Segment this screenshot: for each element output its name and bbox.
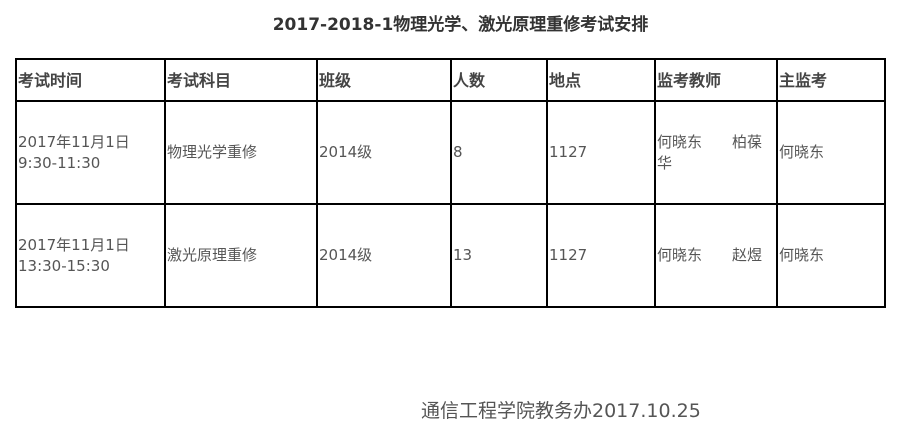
count-cell: 8 bbox=[450, 100, 548, 205]
proctors-cell: 何晓东 柏葆华 bbox=[654, 100, 778, 205]
exam-time: 9:30-11:30 bbox=[18, 153, 101, 172]
header-cell: 班级 bbox=[316, 58, 452, 102]
exam-time: 13:30-15:30 bbox=[18, 256, 110, 275]
header-cell: 考试科目 bbox=[164, 58, 318, 102]
chief-proctor-cell: 何晓东 bbox=[776, 203, 886, 308]
header-cell: 监考教师 bbox=[654, 58, 778, 102]
subject-cell: 物理光学重修 bbox=[164, 100, 318, 205]
exam-time-cell: 2017年11月1日 9:30-11:30 bbox=[15, 100, 166, 205]
exam-date: 2017年11月1日 bbox=[18, 235, 130, 254]
footer-signature: 通信工程学院教务办2017.10.25 bbox=[421, 400, 701, 422]
exam-time-cell: 2017年11月1日 13:30-15:30 bbox=[15, 203, 166, 308]
class-cell: 2014级 bbox=[316, 203, 452, 308]
subject-cell: 激光原理重修 bbox=[164, 203, 318, 308]
class-cell: 2014级 bbox=[316, 100, 452, 205]
table-row: 2017年11月1日 13:30-15:30 激光原理重修 2014级 13 11… bbox=[15, 203, 886, 308]
count-cell: 13 bbox=[450, 203, 548, 308]
header-cell: 人数 bbox=[450, 58, 548, 102]
table-row: 2017年11月1日 9:30-11:30 物理光学重修 2014级 8 1127… bbox=[15, 100, 886, 205]
chief-proctor-cell: 何晓东 bbox=[776, 100, 886, 205]
header-cell: 考试时间 bbox=[15, 58, 166, 102]
location-cell: 1127 bbox=[546, 100, 656, 205]
exam-date: 2017年11月1日 bbox=[18, 132, 130, 151]
table-header-row: 考试时间 考试科目 班级 人数 地点 监考教师 主监考 bbox=[15, 58, 886, 102]
location-cell: 1127 bbox=[546, 203, 656, 308]
proctors-cell: 何晓东 赵煜 bbox=[654, 203, 778, 308]
page-title: 2017-2018-1物理光学、激光原理重修考试安排 bbox=[272, 15, 649, 35]
header-cell: 地点 bbox=[546, 58, 656, 102]
exam-schedule-table: 考试时间 考试科目 班级 人数 地点 监考教师 主监考 2017年11月1日 9:… bbox=[15, 58, 886, 308]
header-cell: 主监考 bbox=[776, 58, 886, 102]
